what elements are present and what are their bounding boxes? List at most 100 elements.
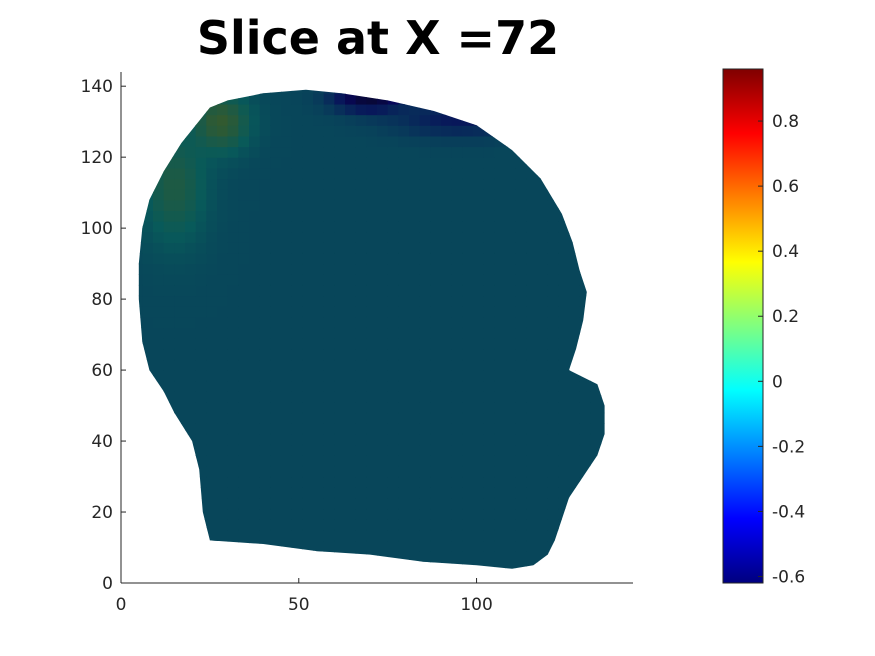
heatmap-cell <box>313 465 325 478</box>
heatmap-cell <box>185 455 197 467</box>
heatmap-cell <box>153 561 165 569</box>
heatmap-cell <box>612 370 623 381</box>
heatmap-cell <box>323 135 335 148</box>
heatmap-cell <box>398 487 410 499</box>
heatmap-cell <box>409 391 421 403</box>
heatmap-cell <box>387 284 399 297</box>
heatmap-cell <box>281 157 293 169</box>
heatmap-cell <box>473 189 485 201</box>
heatmap-cell <box>505 433 517 446</box>
heatmap-cell <box>323 540 335 552</box>
heatmap-cell <box>430 370 442 382</box>
heatmap-cell <box>579 497 591 510</box>
heatmap-cell <box>238 89 250 94</box>
heatmap-cell <box>195 455 207 467</box>
heatmap-cell <box>505 221 517 233</box>
heatmap-cell <box>419 551 431 563</box>
heatmap-cell <box>451 295 463 307</box>
heatmap-cell <box>622 423 633 434</box>
heatmap-cell <box>323 455 335 467</box>
heatmap-cell <box>259 157 271 169</box>
heatmap-cell <box>398 391 410 403</box>
heatmap-cell <box>185 178 197 190</box>
heatmap-cell <box>569 551 581 563</box>
heatmap-cell <box>601 89 605 94</box>
heatmap-cell <box>601 465 605 478</box>
heatmap-cell <box>612 551 623 562</box>
heatmap-cell <box>505 508 517 520</box>
heatmap-cell <box>547 476 559 488</box>
heatmap-cell <box>334 274 346 286</box>
heatmap-cell <box>142 146 154 158</box>
heatmap-cell <box>419 540 431 552</box>
heatmap-cell <box>526 210 538 222</box>
heatmap-cell <box>430 89 442 94</box>
heatmap-cell <box>291 370 303 382</box>
heatmap-cell <box>281 167 293 180</box>
heatmap-cell <box>601 391 605 403</box>
heatmap-cell <box>281 242 293 254</box>
heatmap-cell <box>601 370 605 382</box>
heatmap-cell <box>547 561 559 569</box>
heatmap-cell <box>451 125 463 137</box>
heatmap-cell <box>537 157 549 169</box>
heatmap-cell <box>121 83 132 94</box>
heatmap-cell <box>259 252 271 265</box>
heatmap-cell <box>153 370 165 382</box>
heatmap-cell <box>153 433 165 446</box>
heatmap-cell <box>138 295 143 307</box>
heatmap-cell <box>249 231 261 243</box>
heatmap-cell <box>483 412 495 424</box>
heatmap-cell <box>185 391 197 403</box>
heatmap-cell <box>419 189 431 201</box>
heatmap-cell <box>249 295 261 307</box>
heatmap-cell <box>622 572 633 583</box>
heatmap-cell <box>206 433 218 446</box>
heatmap-cell <box>313 380 325 392</box>
heatmap-cell <box>526 178 538 190</box>
heatmap-cell <box>494 359 506 371</box>
heatmap-cell <box>345 327 357 339</box>
heatmap-cell <box>441 412 453 424</box>
plot-area <box>121 83 633 583</box>
heatmap-cell <box>622 455 633 466</box>
heatmap-cell <box>238 402 250 414</box>
heatmap-cell <box>387 178 399 190</box>
heatmap-cell <box>601 551 605 563</box>
heatmap-cell <box>398 519 410 531</box>
heatmap-cell <box>153 391 165 403</box>
heatmap-cell <box>515 508 527 520</box>
heatmap-cell <box>355 274 367 286</box>
heatmap-cell <box>323 221 335 233</box>
heatmap-cell <box>249 497 261 510</box>
heatmap-cell <box>580 572 591 583</box>
heatmap-cell <box>612 434 623 445</box>
heatmap-cell <box>494 391 506 403</box>
heatmap-cell <box>238 508 250 520</box>
heatmap-cell <box>601 359 605 371</box>
heatmap-cell <box>185 412 197 424</box>
heatmap-cell <box>121 391 132 402</box>
heatmap-cell <box>473 252 485 265</box>
heatmap-cell <box>526 89 538 94</box>
heatmap-cell <box>430 189 442 201</box>
heatmap-cell <box>334 221 346 233</box>
heatmap-cell <box>355 391 367 403</box>
heatmap-cell <box>601 231 605 243</box>
heatmap-cell <box>590 508 602 520</box>
heatmap-cell <box>185 189 197 201</box>
heatmap-cell <box>345 348 357 361</box>
heatmap-cell <box>505 444 517 456</box>
heatmap-cell <box>387 125 399 137</box>
heatmap-cell <box>419 93 431 105</box>
heatmap-cell <box>366 380 378 392</box>
heatmap-cell <box>138 263 143 275</box>
heatmap-cell <box>206 455 218 467</box>
heatmap-cell <box>483 455 495 467</box>
heatmap-cell <box>387 412 399 424</box>
heatmap-cell <box>451 178 463 190</box>
heatmap-cell <box>377 529 389 542</box>
heatmap-cell <box>249 455 261 467</box>
heatmap-cell <box>622 434 633 445</box>
